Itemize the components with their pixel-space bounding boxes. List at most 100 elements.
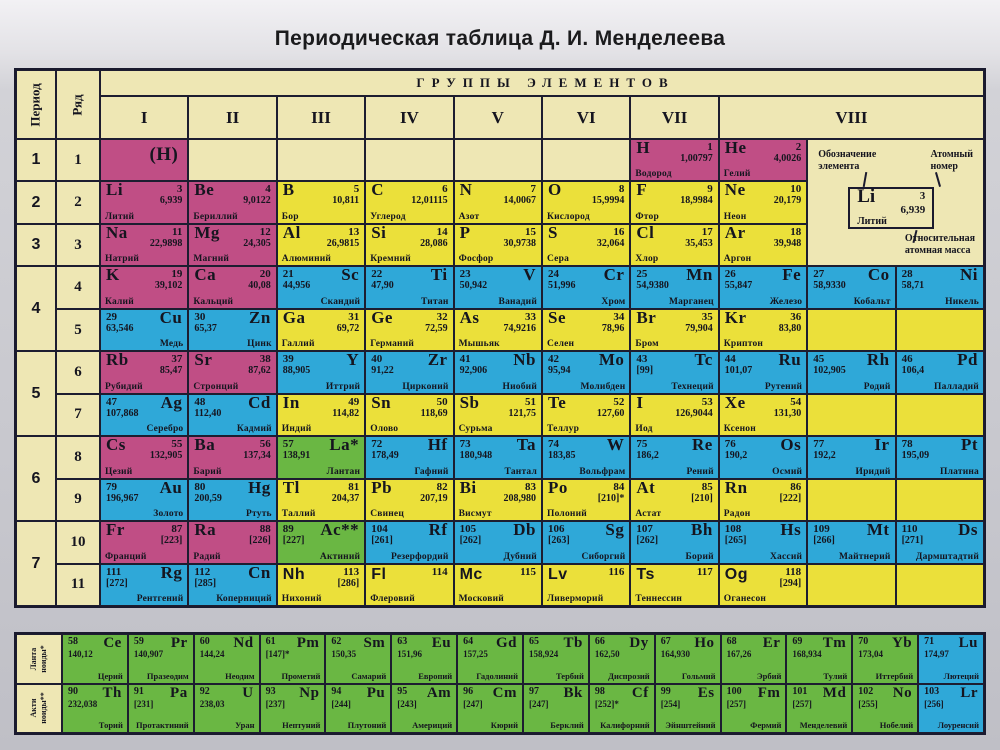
atomic-mass: [272] [106, 577, 128, 589]
element-symbol: Np [299, 684, 320, 701]
atomic-mass: 26,9815 [326, 237, 360, 249]
empty-cell [895, 393, 984, 437]
atomic-number: 37 [171, 353, 183, 366]
element-name: Оганесон [723, 593, 767, 604]
atomic-mass: [99] [636, 365, 654, 377]
element-symbol: Rg [160, 563, 183, 582]
element-cell-P: P 15 30,9738 Фосфор [453, 223, 542, 267]
element-symbol: Cl [636, 223, 655, 242]
element-symbol: P [459, 223, 471, 242]
element-symbol: Sn [371, 393, 392, 412]
element-symbol: N [459, 181, 473, 200]
atomic-mass: [226] [249, 535, 271, 547]
atomic-number: 18 [790, 225, 802, 238]
atomic-number: 44 [724, 353, 736, 366]
period-number-4: 4 [16, 266, 56, 352]
atomic-mass: 190,2 [724, 450, 748, 462]
element-name: Эйнштейний [665, 720, 716, 730]
atomic-mass: 18,9984 [680, 195, 713, 207]
element-cell-Cf: Cf 98 [252]* Калифорний [588, 683, 655, 733]
element-symbol: Ce [103, 635, 122, 651]
atomic-mass: 85,47 [159, 365, 183, 377]
element-cell-B: B 5 10,811 Бор [276, 181, 366, 224]
element-name: Хром [601, 296, 626, 307]
element-name: Золото [153, 509, 184, 520]
atomic-number: 6 [442, 183, 448, 196]
atomic-mass: 168,934 [792, 649, 822, 659]
element-name: Лоуренсий [937, 720, 979, 730]
element-cell-Nb: Nb 41 92,906 Ниобий [453, 351, 542, 394]
element-symbol: Bk [563, 684, 583, 701]
atomic-number: 95 [397, 685, 408, 697]
element-symbol: Ir [874, 436, 890, 455]
legend-example-mass: 6,939 [900, 204, 926, 216]
element-name: Рубидий [105, 381, 143, 392]
element-name: Стронций [193, 381, 239, 392]
element-symbol: H [636, 139, 651, 157]
element-symbol: Cs [106, 436, 126, 455]
element-cell-U: U 92 238,03 Уран [193, 683, 260, 733]
element-symbol: Ac** [320, 521, 360, 540]
element-symbol: Au [159, 478, 183, 497]
element-name: Фосфор [458, 254, 494, 265]
element-cell-Lv: Lv 116 Ливерморий [542, 563, 631, 606]
element-cell-He: He 2 4,0026 Гелий [718, 139, 808, 182]
atomic-mass: 112,40 [194, 407, 222, 419]
atomic-mass: 131,30 [773, 407, 802, 419]
element-cell-Zr: Zr 40 91,22 Цирконий [365, 351, 454, 394]
element-symbol: Es [697, 684, 715, 701]
row-column-header: Ряд [56, 70, 100, 139]
element-name: Кюрий [490, 720, 518, 730]
element-symbol: Eu [431, 635, 452, 651]
element-name: Иод [635, 424, 653, 435]
group-header-I: I [100, 96, 189, 139]
element-symbol: Db [513, 521, 536, 540]
atomic-mass: [262] [636, 535, 659, 547]
legend-example-cell: Li 3 6,939 Литий [848, 186, 935, 229]
atomic-mass: [255] [858, 698, 878, 709]
element-cell-Mt: Mt 109 [266] Майтнерий [807, 521, 896, 564]
element-name: Тулий [823, 670, 848, 681]
element-name: Иттербий [875, 670, 914, 681]
atomic-mass: [257] [726, 698, 747, 709]
atomic-number: 116 [608, 565, 625, 578]
atomic-mass: 63,546 [106, 322, 134, 334]
element-cell-Np: Np 93 [237] Нептуний [259, 683, 326, 733]
element-cell-Pm: Pm 61 [147]* Прометий [259, 634, 326, 684]
legend: Обозначение элемента Атомный номер Li 3 … [807, 139, 984, 267]
element-symbol: Dy [629, 635, 649, 651]
atomic-mass: 79,904 [685, 322, 713, 334]
element-symbol: Br [636, 308, 657, 327]
atomic-mass: 178,49 [371, 450, 399, 462]
element-cell-Sg: Sg 106 [263] Сиборгий [542, 521, 631, 564]
page-title: Периодическая таблица Д. И. Менделеева [274, 27, 726, 50]
element-name: Платина [940, 466, 979, 477]
element-name: Калий [105, 296, 134, 307]
element-cell-Se: Se 34 78,96 Селен [542, 308, 631, 352]
empty-cell [807, 478, 896, 522]
element-symbol: Yb [891, 635, 913, 651]
element-symbol: Mc [459, 565, 483, 583]
atomic-number: 99 [660, 685, 671, 697]
empty-cell [895, 308, 984, 352]
element-cell-Ru: Ru 44 101,07 Рутений [718, 351, 808, 394]
atomic-mass: 102,905 [813, 365, 846, 377]
element-name: Московий [458, 593, 504, 604]
element-name: Натрий [105, 254, 140, 265]
atomic-number: 101 [792, 685, 808, 697]
element-name: Водород [635, 169, 672, 180]
atomic-mass: [254] [660, 698, 681, 709]
atomic-number: 111 [106, 565, 122, 578]
atomic-mass: [227] [282, 535, 305, 547]
atomic-number: 63 [397, 636, 408, 647]
element-cell-Si: Si 14 28,086 Кремний [365, 223, 454, 267]
atomic-mass: 58,9330 [813, 280, 846, 292]
row-number-8: 8 [56, 436, 100, 479]
element-symbol: At [636, 478, 656, 497]
atomic-number: 66 [594, 636, 605, 647]
element-symbol: Xe [724, 393, 746, 412]
row-number-4: 4 [56, 266, 100, 309]
element-name: Магний [193, 254, 230, 265]
period-number-7: 7 [16, 521, 56, 606]
element-symbol: Zn [249, 308, 271, 327]
